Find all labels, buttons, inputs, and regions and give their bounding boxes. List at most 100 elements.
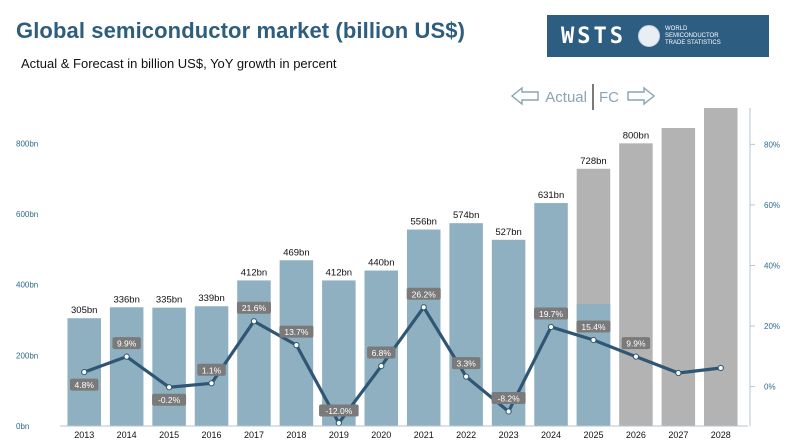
growth-point (590, 336, 597, 344)
bar-value-label: 335bn (156, 295, 182, 306)
right-tick-label: 40% (764, 261, 780, 270)
growth-label-box (621, 337, 651, 350)
bar-value-label: 440bn (368, 258, 394, 269)
growth-label: 4.8% (75, 380, 95, 390)
growth-label: 1.1% (202, 365, 222, 375)
actual-label: Actual (545, 89, 587, 106)
wsts-logo: WSTS WORLD SEMICONDUCTOR TRADE STATISTIC… (547, 15, 769, 57)
growth-label-box (319, 404, 359, 417)
growth-label: -12.0% (325, 406, 352, 416)
x-tick-label: 2016 (202, 430, 222, 440)
growth-label: 15.4% (581, 322, 606, 332)
growth-label-box (491, 391, 526, 404)
right-tick-label: 20% (764, 322, 780, 331)
growth-point (378, 362, 385, 370)
right-tick-label: 60% (764, 201, 780, 210)
page-title: Global semiconductor market (billion US$… (16, 18, 466, 43)
growth-label-box (406, 287, 441, 300)
growth-point (250, 318, 258, 325)
left-tick-label: 0bn (16, 422, 29, 431)
bar-2022 (449, 223, 483, 426)
growth-label-box (236, 301, 271, 314)
x-tick-label: 2013 (74, 430, 94, 440)
x-axis: 2013 2014 2015 2016 2017 2018 2019 2020 2021 2022… (60, 425, 748, 440)
x-tick-label: 2027 (668, 430, 688, 440)
growth-label: -8.2% (497, 393, 520, 403)
x-tick-label: 2018 (286, 430, 306, 440)
x-tick-label: 2021 (414, 430, 434, 440)
x-tick-label: 2019 (329, 430, 349, 440)
x-tick-label: 2022 (456, 430, 476, 440)
x-tick-label: 2026 (626, 430, 646, 440)
growth-point (547, 323, 555, 331)
logo-line-2: SEMICONDUCTOR (664, 32, 719, 39)
x-tick-label: 2025 (583, 430, 603, 440)
growth-point (81, 368, 88, 376)
growth-label: 9.9% (626, 339, 646, 349)
x-tick-label: 2015 (159, 430, 179, 440)
growth-point (208, 380, 215, 387)
left-tick-label: 800bn (16, 139, 38, 148)
bar-value-label: 556bn (411, 217, 437, 228)
growth-line-series: 4.8% 9.9% -0.2% 1.1% 21.6% 13.7% -12.0% 6.8% 26.… (70, 287, 724, 427)
bar-value-labels: 305bn 336bn 335bn 339bn 412bn 469bn 412bn 440bn… (71, 130, 649, 316)
growth-point (165, 384, 173, 391)
growth-label-box (534, 307, 569, 320)
growth-label: 9.9% (117, 339, 137, 349)
growth-line (83, 305, 721, 425)
growth-point (293, 342, 300, 349)
growth-label: 13.7% (284, 327, 309, 337)
right-tick-label: 0% (764, 383, 776, 392)
bar-2028 (704, 108, 738, 426)
left-tick-label: 200bn (16, 351, 38, 360)
bar-value-label: 574bn (453, 210, 479, 221)
globe-icon (637, 25, 660, 47)
growth-label: 21.6% (242, 303, 267, 313)
growth-label: 19.7% (539, 309, 564, 319)
growth-label-box (367, 346, 396, 359)
chart-subtitle: Actual & Forecast in billion US$, YoY gr… (21, 56, 337, 71)
growth-label: 26.2% (412, 289, 437, 299)
right-axis: 0% 20% 40% 60% 80% (749, 108, 780, 426)
growth-point (335, 419, 342, 427)
right-arrow-icon (627, 86, 656, 106)
left-tick-label: 600bn (16, 210, 38, 219)
bar-2026 (619, 143, 653, 427)
logo-wordmark: WSTS (561, 23, 626, 49)
x-tick-label: 2024 (541, 430, 561, 440)
left-tick-label: 400bn (16, 281, 38, 290)
logo-tagline: WORLD SEMICONDUCTOR TRADE STATISTICS (665, 26, 721, 47)
growth-label: 6.8% (372, 348, 392, 358)
growth-label: -0.2% (158, 395, 181, 405)
bar-value-label: 305bn (71, 305, 97, 316)
x-tick-label: 2028 (711, 430, 731, 440)
bar-series (67, 108, 738, 427)
x-tick-label: 2020 (371, 430, 391, 440)
left-axis: 0bn 200bn 400bn 600bn 800bn (16, 139, 38, 431)
bar-value-label: 728bn (580, 156, 606, 167)
phase-marker: Actual FC (510, 84, 656, 110)
growth-label: 3.3% (456, 359, 476, 369)
growth-label-box (576, 320, 611, 333)
growth-point (463, 373, 470, 380)
growth-label-box (112, 337, 141, 350)
growth-label-box (197, 363, 226, 376)
bar-2015 (152, 307, 186, 426)
logo-line-3: TRADE STATISTICS (664, 39, 721, 46)
bar-value-label: 412bn (241, 267, 267, 278)
growth-point (717, 364, 724, 372)
bar-value-label: 412bn (326, 267, 352, 278)
bar-2027 (661, 128, 696, 426)
growth-label-box (451, 357, 481, 370)
x-tick-label: 2023 (499, 430, 519, 440)
growth-point (505, 408, 512, 415)
forecast-label: FC (599, 89, 619, 106)
bar-value-label: 336bn (113, 294, 139, 305)
growth-point (123, 353, 130, 360)
x-tick-label: 2014 (117, 430, 137, 440)
growth-label-box (70, 378, 99, 391)
logo-line-1: WORLD (664, 25, 688, 32)
bar-value-label: 339bn (198, 293, 224, 304)
right-tick-label: 80% (764, 140, 780, 149)
